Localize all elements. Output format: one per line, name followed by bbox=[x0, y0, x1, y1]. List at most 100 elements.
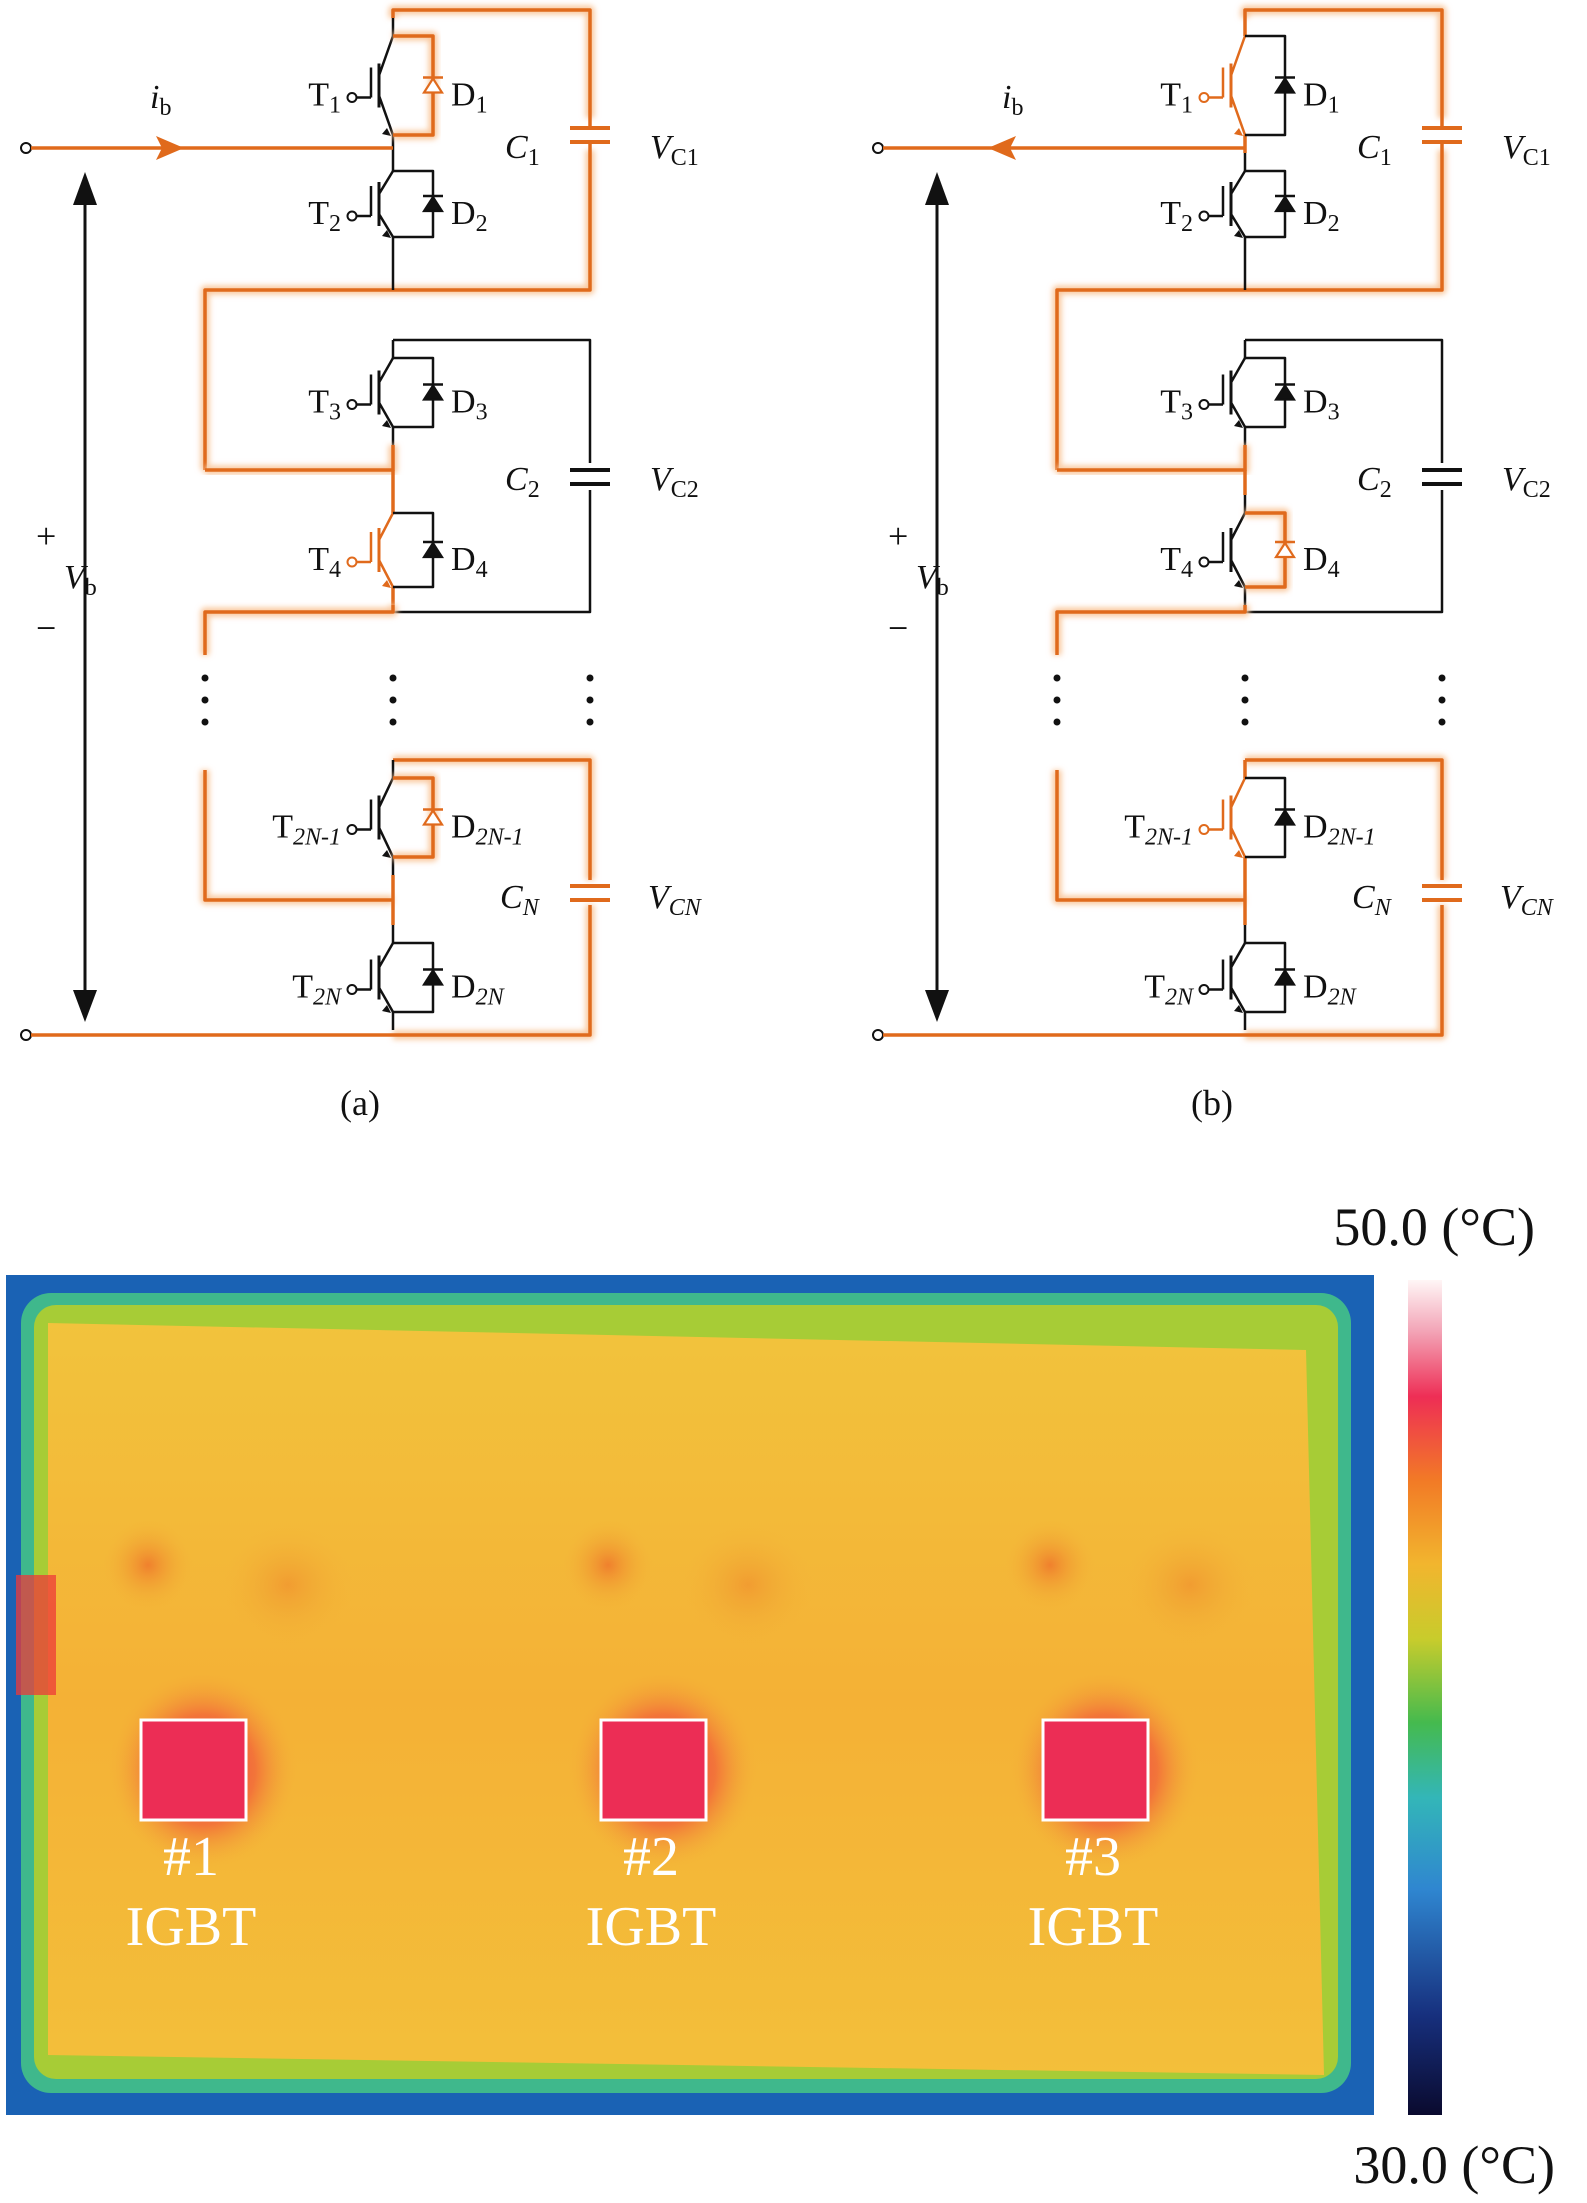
igbt-measure-box bbox=[599, 1718, 708, 1822]
switch-t2n-1: T2N-1 D2N-1 bbox=[272, 760, 524, 875]
capacitor-c2 bbox=[570, 468, 610, 486]
capacitor-c2 bbox=[1422, 468, 1462, 486]
transistor-label: T2N bbox=[292, 969, 343, 1011]
capacitor-c1 bbox=[1422, 118, 1462, 150]
cell1-top-rail bbox=[388, 5, 595, 118]
igbt-number-label: #3 bbox=[1065, 1826, 1121, 1888]
circuit-panel-1: C1 VC1 T1 D1 T2 D2 ib C2 VC2 T3 D3 T4 D4 CN VCN T2N-1 D2… bbox=[872, 5, 1555, 1123]
diode-loop bbox=[393, 169, 435, 239]
celln-top-rail bbox=[1245, 755, 1447, 880]
transistor-label: T2 bbox=[308, 195, 341, 237]
igbt-hotspot-1: #1 IGBT bbox=[103, 1520, 353, 1958]
diode-label: D3 bbox=[1303, 384, 1340, 426]
transistor-label: T2N-1 bbox=[1124, 809, 1193, 851]
igbt-symbol bbox=[346, 942, 395, 1013]
igbt-symbol bbox=[346, 170, 395, 238]
voltage-plus-sign: + bbox=[888, 516, 908, 556]
cell2-mid-node bbox=[1057, 445, 1250, 475]
cap-label-c1: C1 bbox=[1357, 129, 1392, 171]
celln-input-rail bbox=[1052, 770, 1245, 905]
diode-symbol bbox=[421, 540, 445, 559]
switch-t4: T4 D4 bbox=[1160, 495, 1340, 605]
voltage-minus-sign: − bbox=[36, 608, 56, 648]
igbt-number-label: #1 bbox=[163, 1826, 219, 1888]
cell2-bottom-rail bbox=[1245, 490, 1444, 614]
cell2-bottom-rail bbox=[393, 490, 592, 614]
switch-t2: T2 D2 bbox=[308, 153, 488, 255]
diode-symbol bbox=[1273, 194, 1297, 213]
diode-loop bbox=[1245, 508, 1290, 592]
current-label: ib bbox=[150, 79, 171, 121]
diode-symbol bbox=[1273, 540, 1297, 559]
cell1-bottom-rail bbox=[1052, 150, 1447, 470]
output-terminal bbox=[872, 1029, 884, 1041]
celln-bottom-rail bbox=[1245, 905, 1447, 1040]
celln-bottom-rail bbox=[393, 905, 595, 1040]
panel-caption: (a) bbox=[340, 1083, 380, 1123]
igbt-symbol bbox=[1198, 777, 1247, 858]
thermal-image: #1 IGBT #2 IGBT #3 IGBT bbox=[6, 1275, 1374, 2115]
cell2-top-rail bbox=[1245, 338, 1444, 463]
voltage-arrow bbox=[73, 172, 97, 1022]
switch-t3: T3 D3 bbox=[308, 340, 488, 445]
igbt-symbol bbox=[346, 777, 395, 858]
current-arrow bbox=[988, 136, 1016, 160]
igbt-symbol bbox=[1198, 35, 1247, 136]
diode-label: D4 bbox=[1303, 541, 1340, 583]
switch-t4: T4 D4 bbox=[308, 495, 488, 605]
voltage-arrow bbox=[925, 172, 949, 1022]
switch-t2n: T2N D2N bbox=[292, 925, 506, 1030]
transistor-label: T2N bbox=[1144, 969, 1195, 1011]
diode-loop bbox=[393, 941, 435, 1014]
diode-symbol bbox=[421, 76, 445, 94]
transistor-label: T4 bbox=[308, 541, 341, 583]
voltage-label-vb: Vb bbox=[64, 559, 97, 601]
igbt-type-label: IGBT bbox=[586, 1896, 717, 1958]
circuit-panel-0: C1 VC1 T1 D1 T2 D2 ib C2 VC2 T3 D3 T4 D4 CN VCN T2N-1 D2… bbox=[20, 5, 703, 1123]
cell1-bottom-rail bbox=[200, 150, 595, 470]
igbt-symbol bbox=[346, 35, 395, 136]
capacitor-cn bbox=[570, 884, 610, 902]
diode-loop bbox=[1245, 34, 1287, 137]
capacitor-cn bbox=[1422, 884, 1462, 902]
switch-t2: T2 D2 bbox=[1160, 153, 1340, 255]
diode-loop bbox=[1245, 941, 1287, 1014]
voltage-label-vcn: VCN bbox=[648, 879, 703, 921]
output-terminal bbox=[20, 1029, 32, 1041]
capacitor-c1 bbox=[570, 118, 610, 150]
igbt-symbol bbox=[1198, 942, 1247, 1013]
igbt-symbol bbox=[1198, 512, 1247, 588]
celln-top-rail bbox=[393, 755, 595, 880]
switch-t3: T3 D3 bbox=[1160, 340, 1340, 445]
cap-label-cn: CN bbox=[500, 879, 541, 921]
current-arrow bbox=[156, 136, 184, 160]
igbt-symbol bbox=[346, 357, 395, 428]
current-label: ib bbox=[1002, 79, 1023, 121]
switch-t1: T1 D1 bbox=[1160, 18, 1340, 153]
diode-symbol bbox=[421, 194, 445, 213]
transistor-label: T1 bbox=[308, 77, 341, 119]
left-hot-strip bbox=[16, 1575, 56, 1695]
diode-symbol bbox=[1273, 383, 1297, 401]
cell1-top-rail bbox=[1240, 5, 1447, 118]
diode-label: D3 bbox=[451, 384, 488, 426]
diode-label: D2N-1 bbox=[1303, 809, 1376, 851]
panel-caption: (b) bbox=[1191, 1083, 1233, 1123]
diode-label: D2 bbox=[451, 195, 488, 237]
transistor-label: T3 bbox=[1160, 384, 1193, 426]
igbt-number-label: #2 bbox=[623, 1826, 679, 1888]
ellipsis-dots-2 bbox=[1438, 674, 1446, 726]
temperature-color-scale: 50.0 (°C) 30.0 (°C) bbox=[1333, 1197, 1555, 2195]
diode-symbol bbox=[421, 383, 445, 401]
transistor-label: T2 bbox=[1160, 195, 1193, 237]
diode-loop bbox=[393, 356, 435, 429]
ellipsis-dots-1 bbox=[389, 674, 397, 726]
ellipsis-dots-0 bbox=[1053, 674, 1061, 726]
ellipsis-dots-0 bbox=[201, 674, 209, 726]
diode-loop bbox=[393, 773, 438, 862]
igbt-measure-box bbox=[139, 1718, 248, 1822]
diode-symbol bbox=[1273, 808, 1297, 826]
cell2-mid-node bbox=[205, 445, 398, 475]
cell2-out-rail bbox=[200, 605, 398, 655]
